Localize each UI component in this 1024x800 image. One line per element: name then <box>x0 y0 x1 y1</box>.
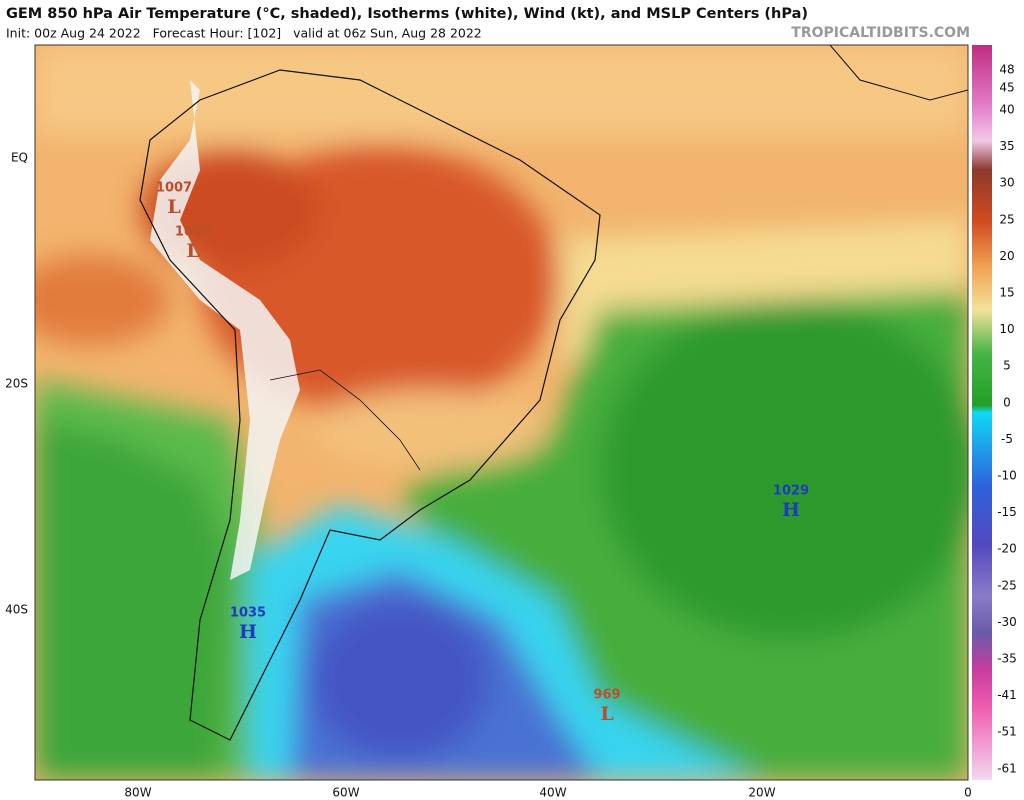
colorbar-label: -41 <box>997 688 1017 702</box>
colorbar-label: -30 <box>997 615 1017 629</box>
colorbar-label: 10 <box>999 322 1014 336</box>
map-frame <box>34 44 969 781</box>
colorbar-label: 15 <box>999 286 1014 300</box>
pressure-letter: H <box>239 621 257 643</box>
title: GEM 850 hPa Air Temperature (°C, shaded)… <box>6 6 808 22</box>
temperature-field <box>35 45 968 780</box>
pressure-value: 1035 <box>230 606 266 621</box>
colorbar-label: -10 <box>997 469 1017 483</box>
colorbar-label: -35 <box>997 652 1017 666</box>
colorbar-label: 5 <box>1003 359 1011 373</box>
lat-label: EQ <box>11 151 28 165</box>
lon-label: 60W <box>332 786 359 800</box>
border <box>269 369 421 471</box>
lon-label: 0 <box>964 786 972 800</box>
lat-label: 20S <box>5 377 28 391</box>
colorbar-label: 40 <box>999 103 1014 117</box>
lat-label: 40S <box>5 603 28 617</box>
pressure-value: 1029 <box>773 484 809 499</box>
colorbar-label: -25 <box>997 578 1017 592</box>
andes-mask <box>150 70 300 580</box>
pressure-letter: H <box>782 499 800 521</box>
pressure-value: 1007 <box>156 181 192 196</box>
colorbar-label: 20 <box>999 249 1014 263</box>
colorbar-label: -20 <box>997 542 1017 556</box>
pressure-letter: L <box>600 703 613 725</box>
colorbar-label: 45 <box>999 81 1014 95</box>
pressure-letter: L <box>167 196 180 218</box>
lon-label: 20W <box>748 786 775 800</box>
colorbar-label: 30 <box>999 176 1014 190</box>
pressure-letter: L <box>186 240 199 262</box>
colorbar-label: 35 <box>999 139 1014 153</box>
coastline <box>829 45 968 101</box>
colorbar-label: 25 <box>999 212 1014 226</box>
colorbar-label: -51 <box>997 725 1017 739</box>
colorbar-label: 0 <box>1003 395 1011 409</box>
colorbar-label: -5 <box>1001 432 1013 446</box>
colorbar-label: -15 <box>997 505 1017 519</box>
lon-label: 80W <box>124 786 151 800</box>
pressure-value: 969 <box>593 688 620 703</box>
subtitle: Init: 00z Aug 24 2022 Forecast Hour: [10… <box>6 26 482 41</box>
coastline <box>139 69 601 741</box>
lon-label: 40W <box>539 786 566 800</box>
site-name: TROPICALTIDBITS.COM <box>791 25 970 41</box>
colorbar-label: -61 <box>997 761 1017 775</box>
colorbar <box>972 45 992 780</box>
pressure-value: 1002 <box>175 225 211 240</box>
colorbar-label: 48 <box>999 63 1014 77</box>
